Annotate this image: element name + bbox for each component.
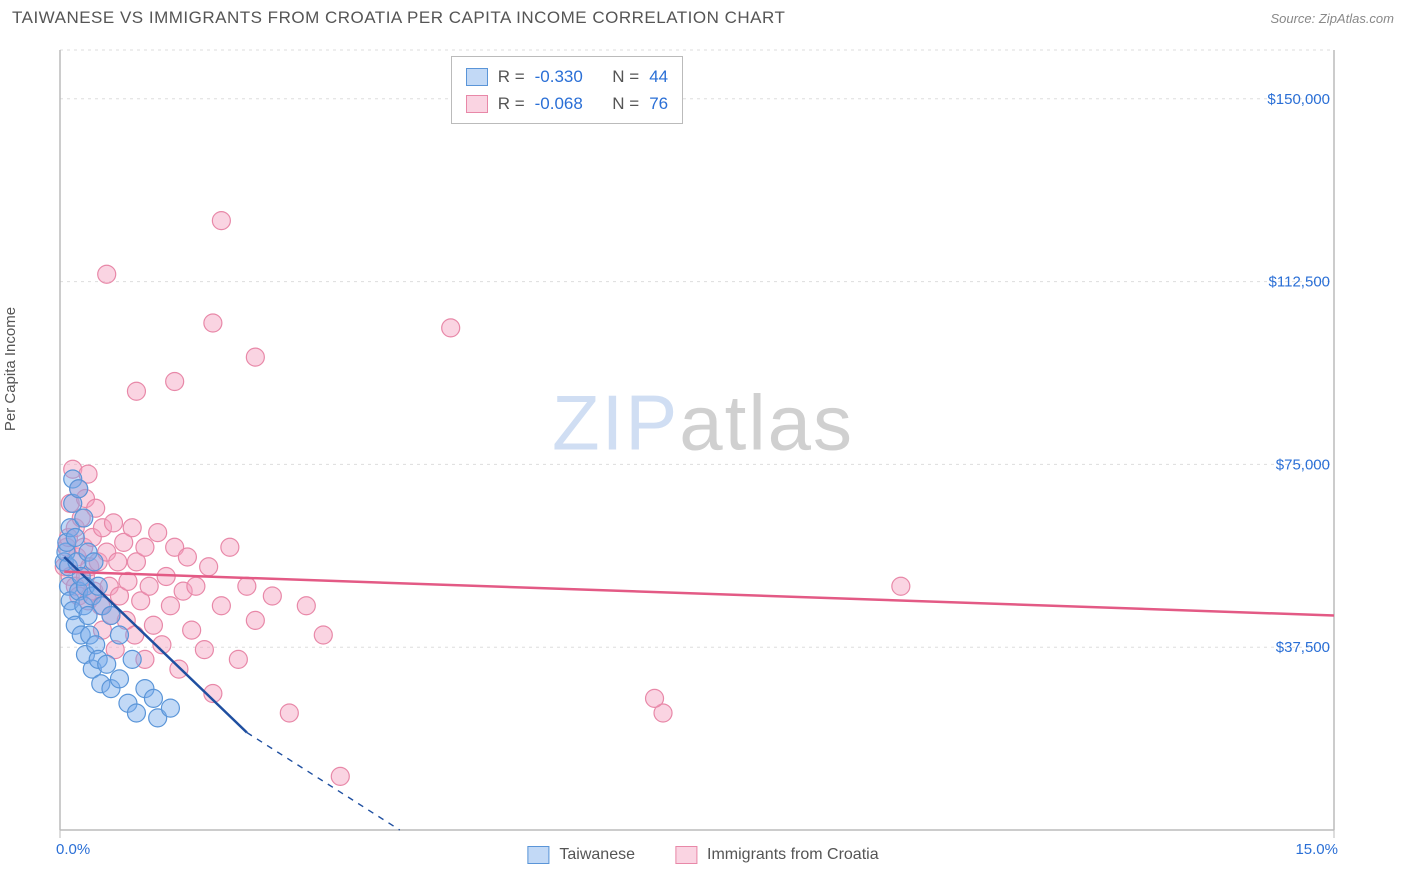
chart-source: Source: ZipAtlas.com <box>1270 11 1394 26</box>
stats-n-label: N = <box>612 63 639 90</box>
stats-swatch-taiwanese <box>466 68 488 86</box>
legend-item-taiwanese: Taiwanese <box>527 846 635 864</box>
svg-text:$37,500: $37,500 <box>1276 639 1330 656</box>
stats-n-value: 76 <box>649 90 668 117</box>
legend-swatch-taiwanese <box>527 846 549 864</box>
chart-title: TAIWANESE VS IMMIGRANTS FROM CROATIA PER… <box>12 8 785 28</box>
legend-label-taiwanese: Taiwanese <box>559 846 635 864</box>
stats-r-value: -0.068 <box>535 90 583 117</box>
series-legend: Taiwanese Immigrants from Croatia <box>527 846 878 864</box>
chart-area: Per Capita Income ZIPatlas $37,500$75,00… <box>12 40 1394 872</box>
scatter-plot: $37,500 $75,000 $112,500 $150,000 0.0% 15.0% <box>12 40 1394 872</box>
stats-n-value: 44 <box>649 63 668 90</box>
legend-label-croatia: Immigrants from Croatia <box>707 846 879 864</box>
legend-swatch-croatia <box>675 846 697 864</box>
source-name: ZipAtlas.com <box>1319 11 1394 26</box>
stats-row-croatia: R = -0.068 N = 76 <box>466 90 668 117</box>
svg-text:$75,000: $75,000 <box>1276 456 1330 473</box>
stats-r-value: -0.330 <box>535 63 583 90</box>
svg-text:$150,000: $150,000 <box>1267 91 1330 108</box>
stats-swatch-croatia <box>466 95 488 113</box>
stats-row-taiwanese: R = -0.330 N = 44 <box>466 63 668 90</box>
stats-n-label: N = <box>612 90 639 117</box>
stats-r-label: R = <box>498 90 525 117</box>
stats-r-label: R = <box>498 63 525 90</box>
svg-text:0.0%: 0.0% <box>56 841 90 858</box>
svg-text:$112,500: $112,500 <box>1269 274 1330 291</box>
chart-header: TAIWANESE VS IMMIGRANTS FROM CROATIA PER… <box>0 0 1406 32</box>
source-prefix: Source: <box>1270 11 1318 26</box>
y-axis-label: Per Capita Income <box>2 307 19 431</box>
svg-text:15.0%: 15.0% <box>1295 841 1338 858</box>
legend-item-croatia: Immigrants from Croatia <box>675 846 879 864</box>
correlation-stats-box: R = -0.330 N = 44R = -0.068 N = 76 <box>451 56 683 124</box>
